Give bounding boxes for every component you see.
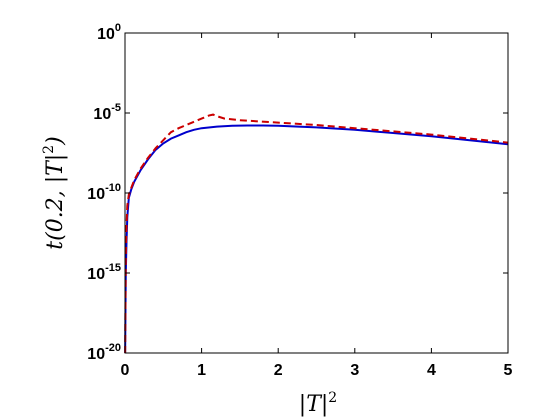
y-tick-base-3: 10	[87, 266, 105, 283]
x-axis-label-sup: 2	[328, 390, 337, 406]
y-tick-base-0: 10	[97, 26, 115, 43]
plot-background	[125, 33, 508, 353]
y-tick-exp-1: -5	[111, 102, 121, 114]
y-tick-exp-4: -20	[105, 342, 121, 354]
y-tick-label-4: 10-20	[87, 342, 121, 363]
series-layer	[124, 113, 509, 354]
x-tick-label-1: 1	[197, 362, 206, 379]
y-axis-label-text: t(0.2, |T|	[43, 154, 68, 250]
y-axis-label-sup: 2	[41, 145, 57, 154]
y-tick-base-2: 10	[87, 186, 105, 203]
y-tick-label-1: 10-5	[93, 102, 121, 123]
y-tick-label-3: 10-15	[87, 262, 121, 283]
x-tick-label-2: 2	[274, 362, 283, 379]
y-axis-label: t(0.2, |T|2)	[41, 136, 68, 249]
series-line-2	[124, 113, 509, 354]
x-tick-label-3: 3	[350, 362, 359, 379]
y-axis-label-close: )	[43, 136, 68, 146]
y-tick-label-0: 100	[97, 22, 121, 43]
y-tick-exp-3: -15	[105, 262, 121, 274]
x-tick-label-5: 5	[504, 362, 513, 379]
y-tick-base-1: 10	[93, 106, 111, 123]
x-tick-label-4: 4	[427, 362, 436, 379]
y-tick-base-4: 10	[87, 346, 105, 363]
y-tick-label-2: 10-10	[87, 182, 121, 203]
x-tick-label-0: 0	[121, 362, 130, 379]
y-tick-exp-2: -10	[105, 182, 121, 194]
y-tick-exp-0: 0	[115, 22, 121, 34]
x-axis-label: |T|2	[299, 390, 337, 417]
x-axis-label-text: |T|	[299, 392, 329, 417]
